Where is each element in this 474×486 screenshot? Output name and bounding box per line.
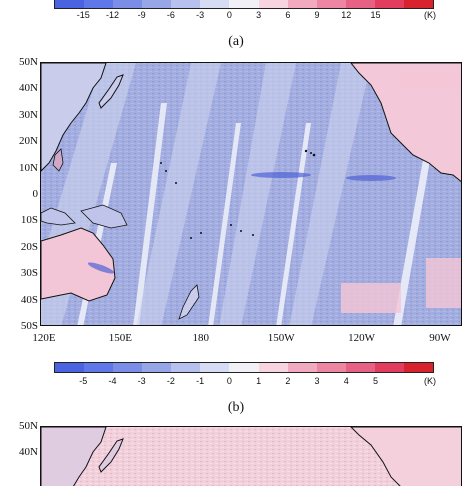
- colorbar-tick-label: 15: [370, 10, 381, 20]
- indonesia: [41, 207, 76, 226]
- longitude-label: 90W: [429, 332, 451, 344]
- latitude-label: 10S: [20, 214, 38, 227]
- colorbar-swatch: [142, 0, 172, 8]
- longitude-label: 120W: [348, 332, 375, 344]
- colorbar-tick-label: -6: [166, 10, 175, 20]
- colorbar-swatch: [84, 363, 114, 372]
- longitude-label: 180: [192, 332, 210, 344]
- panel-b-label: (b): [227, 400, 245, 415]
- colorbar-swatch: [374, 363, 404, 372]
- colorbar-swatch: [403, 0, 434, 8]
- latitude-label: 50N: [19, 56, 38, 68]
- philippines: [52, 148, 64, 172]
- map-b-asia-land: [41, 427, 107, 486]
- colorbar-tick-label: -4: [108, 376, 117, 386]
- colorbar-swatch: [55, 0, 85, 8]
- latitude-label: 10N: [19, 161, 38, 174]
- colorbar-b: [54, 362, 434, 373]
- colorbar-tick-label: 0: [226, 376, 232, 386]
- colorbar-tick-label: 3: [256, 10, 262, 20]
- latitude-label: 50N: [19, 420, 38, 432]
- colorbar-swatch: [345, 0, 375, 8]
- latitude-label: 40N: [19, 446, 38, 459]
- colorbar-tick-label: -15: [76, 10, 90, 20]
- asia-land: [41, 63, 107, 172]
- colorbar-a: [54, 0, 434, 9]
- warm-anomalies: [341, 71, 461, 313]
- map-a-field: [41, 63, 461, 325]
- colorbar-swatch: [55, 363, 85, 372]
- map-b-field: [41, 427, 461, 486]
- colorbar-swatch: [171, 363, 201, 372]
- latitude-label: 20S: [20, 240, 38, 253]
- panel-a-label: (a): [228, 34, 244, 49]
- colorbar-swatch: [229, 0, 259, 8]
- longitude-label: 150W: [267, 332, 295, 344]
- hawaii: [304, 149, 316, 157]
- colorbar-swatch: [374, 0, 404, 8]
- colorbar-tick-label: -1: [196, 376, 205, 386]
- pacific-islands: [160, 162, 254, 239]
- colorbar-tick-label: 12: [341, 10, 352, 20]
- colorbar-swatch: [200, 0, 230, 8]
- colorbar-a-unit: (K): [424, 10, 436, 20]
- colorbar-swatch: [403, 363, 434, 372]
- map-b: [40, 426, 462, 486]
- longitude-label: 150E: [108, 332, 132, 344]
- cold-anomalies: [87, 172, 396, 274]
- colorbar-swatch: [84, 0, 114, 8]
- colorbar-swatch: [345, 363, 375, 372]
- map-b-japan: [98, 438, 124, 473]
- australia: [41, 227, 116, 302]
- colorbar-tick-label: 5: [373, 376, 379, 386]
- colorbar-tick-label: 3: [314, 376, 320, 386]
- latitude-label: 40S: [20, 293, 38, 306]
- new-guinea: [80, 204, 128, 229]
- colorbar-tick-label: 9: [314, 10, 320, 20]
- colorbar-tick-label: 1: [256, 376, 262, 386]
- colorbar-tick-label: -5: [79, 376, 88, 386]
- colorbar-swatch: [171, 0, 201, 8]
- japan: [98, 74, 124, 109]
- colorbar-tick-label: -12: [105, 10, 119, 20]
- colorbar-swatch: [258, 0, 288, 8]
- colorbar-tick-label: -2: [166, 376, 175, 386]
- colorbar-swatch: [316, 0, 346, 8]
- latitude-label: 20N: [19, 135, 38, 148]
- colorbar-tick-label: -3: [196, 10, 205, 20]
- colorbar-swatch: [287, 363, 317, 372]
- colorbar-swatch: [287, 0, 317, 8]
- latitude-label: 0: [32, 188, 39, 200]
- colorbar-tick-label: 4: [343, 376, 349, 386]
- colorbar-swatch: [316, 363, 346, 372]
- longitude-label: 120E: [32, 332, 56, 344]
- colorbar-tick-label: 2: [285, 376, 291, 386]
- map-a: [40, 62, 462, 326]
- colorbar-tick-label: 0: [226, 10, 232, 20]
- colorbar-swatch: [258, 363, 288, 372]
- north-america: [350, 63, 461, 183]
- new-zealand: [178, 284, 200, 320]
- colorbar-swatch: [142, 363, 172, 372]
- latitude-label: 40N: [19, 82, 38, 95]
- colorbar-b-unit: (K): [424, 376, 436, 386]
- colorbar-tick-label: 6: [285, 10, 291, 20]
- latitude-label: 50S: [20, 320, 38, 332]
- colorbar-tick-label: -9: [137, 10, 146, 20]
- colorbar-swatch: [229, 363, 259, 372]
- latitude-label: 30S: [20, 267, 38, 280]
- colorbar-swatch: [113, 363, 143, 372]
- colorbar-swatch: [200, 363, 230, 372]
- colorbar-swatch: [113, 0, 143, 8]
- colorbar-tick-label: -3: [137, 376, 146, 386]
- latitude-label: 30N: [19, 108, 38, 121]
